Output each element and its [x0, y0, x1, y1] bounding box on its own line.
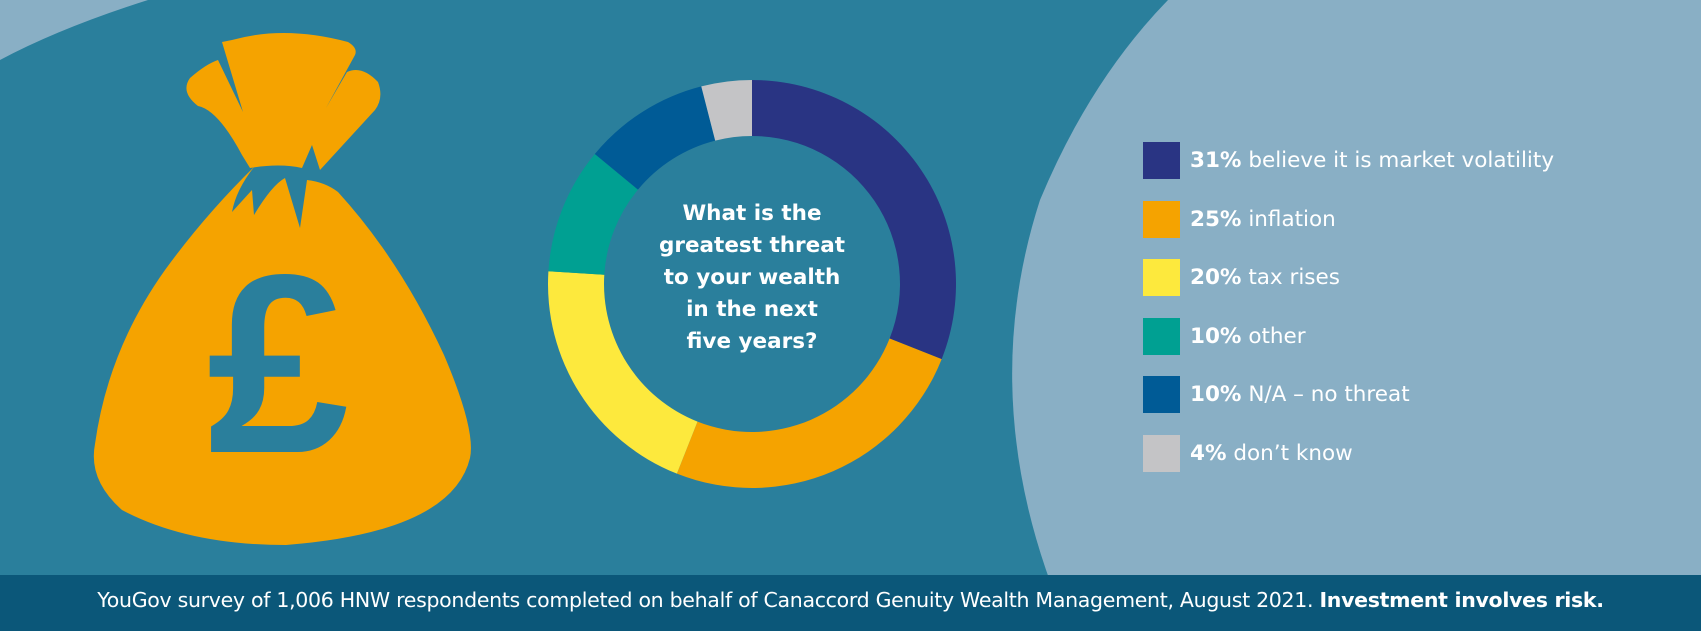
legend-swatch	[1143, 259, 1180, 296]
donut-slice	[548, 271, 698, 474]
footer-text: YouGov survey of 1,006 HNW respondents c…	[97, 588, 1314, 612]
donut-slice	[752, 80, 956, 360]
question-line: What is the	[682, 201, 822, 226]
legend-swatch	[1143, 142, 1180, 179]
right-light-panel	[1012, 0, 1701, 631]
legend-percent: 25%	[1190, 206, 1242, 232]
legend-percent: 10%	[1190, 382, 1242, 407]
legend-label: inflation	[1248, 206, 1336, 232]
legend-label: N/A – no threat	[1248, 382, 1410, 407]
chart-question: What is the greatest threat to your weal…	[642, 198, 862, 358]
legend-label: believe it is market volatility	[1248, 148, 1555, 173]
question-line: greatest threat	[658, 233, 846, 258]
top-left-arc	[0, 0, 148, 60]
legend-swatch	[1143, 200, 1180, 238]
donut-slice	[548, 153, 638, 275]
footer-note: YouGov survey of 1,006 HNW respondents c…	[0, 575, 1701, 631]
legend-swatch	[1143, 376, 1180, 413]
donut-slice	[701, 80, 752, 141]
footer-emphasis: Investment involves risk.	[1319, 588, 1604, 612]
legend-label: tax rises	[1248, 265, 1340, 290]
legend-percent: 20%	[1190, 265, 1242, 290]
legend-label: other	[1248, 323, 1306, 349]
question-line: five years?	[686, 329, 818, 354]
legend-swatch	[1143, 434, 1180, 472]
legend-label: don’t know	[1233, 440, 1353, 466]
pound-sign: £	[207, 222, 349, 507]
donut-slice	[594, 86, 716, 190]
question-line: to your wealth	[663, 265, 841, 290]
legend-percent: 31%	[1190, 148, 1242, 173]
legend-swatch	[1143, 317, 1180, 355]
money-bag-pound-icon: £	[93, 32, 471, 545]
question-line: in the next	[686, 297, 818, 322]
legend-percent: 10%	[1190, 323, 1242, 349]
donut-slice	[676, 338, 942, 489]
legend-percent: 4%	[1190, 440, 1227, 466]
